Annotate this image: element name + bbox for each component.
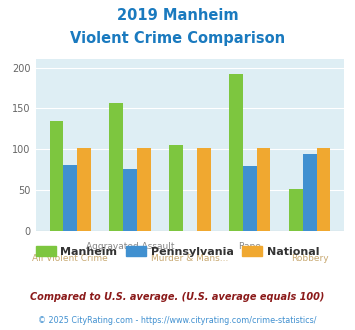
Text: 2019 Manheim: 2019 Manheim [117,8,238,23]
Text: Aggravated Assault: Aggravated Assault [86,243,174,251]
Text: Violent Crime Comparison: Violent Crime Comparison [70,31,285,46]
Bar [137,148,151,231]
Text: Rape: Rape [238,243,261,251]
Bar [317,148,330,231]
Bar [123,169,137,231]
Bar [257,148,271,231]
Bar [50,121,63,231]
Bar [229,74,243,231]
Bar [303,154,317,231]
Bar [243,166,257,231]
Text: © 2025 CityRating.com - https://www.cityrating.com/crime-statistics/: © 2025 CityRating.com - https://www.city… [38,316,317,325]
Bar [109,103,123,231]
Text: Compared to U.S. average. (U.S. average equals 100): Compared to U.S. average. (U.S. average … [30,292,325,302]
Bar [63,165,77,231]
Text: Murder & Mans...: Murder & Mans... [151,254,229,263]
Bar [289,189,303,231]
Bar [77,148,91,231]
Legend: Manheim, Pennsylvania, National: Manheim, Pennsylvania, National [31,242,324,261]
Bar [197,148,211,231]
Bar [169,145,183,231]
Text: Robbery: Robbery [291,254,328,263]
Text: All Violent Crime: All Violent Crime [32,254,108,263]
